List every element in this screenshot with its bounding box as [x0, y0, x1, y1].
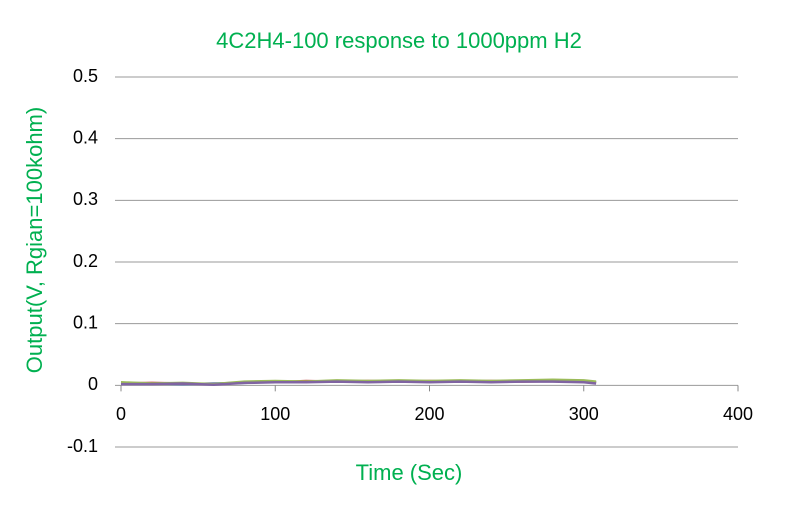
x-tick-label: 100 — [260, 404, 290, 424]
chart-title: 4C2H4-100 response to 1000ppm H2 — [216, 28, 582, 53]
y-tick-label: 0.4 — [73, 127, 98, 147]
y-tick-label: 0 — [88, 374, 98, 394]
y-axis-title: Output(V, Rgian=100kohm) — [22, 107, 47, 373]
x-tick-label: 300 — [569, 404, 599, 424]
x-tick-label: 200 — [414, 404, 444, 424]
x-axis-title: Time (Sec) — [356, 460, 463, 485]
y-tick-label: 0.1 — [73, 312, 98, 332]
y-tick-label: -0.1 — [67, 436, 98, 456]
y-tick-label: 0.3 — [73, 189, 98, 209]
y-tick-label: 0.2 — [73, 251, 98, 271]
x-tick-label: 0 — [116, 404, 126, 424]
x-tick-label: 400 — [723, 404, 753, 424]
series-line — [121, 380, 597, 386]
y-tick-label: 0.5 — [73, 66, 98, 86]
